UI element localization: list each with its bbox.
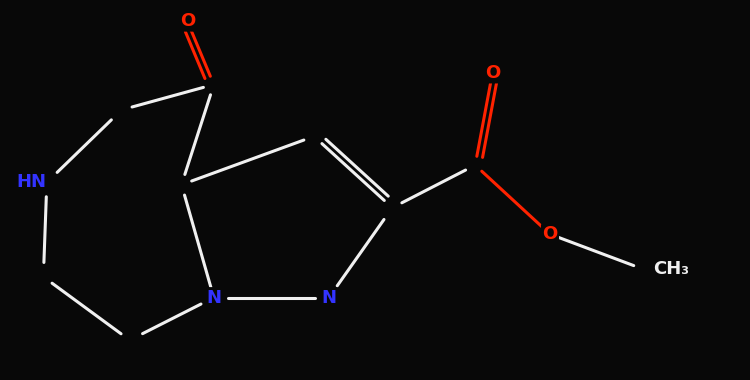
Text: O: O — [484, 64, 500, 82]
Text: N: N — [322, 288, 337, 307]
Text: O: O — [542, 225, 558, 243]
Text: O: O — [180, 12, 195, 30]
Text: HN: HN — [16, 173, 46, 192]
Text: N: N — [206, 288, 221, 307]
Text: CH₃: CH₃ — [653, 260, 689, 278]
